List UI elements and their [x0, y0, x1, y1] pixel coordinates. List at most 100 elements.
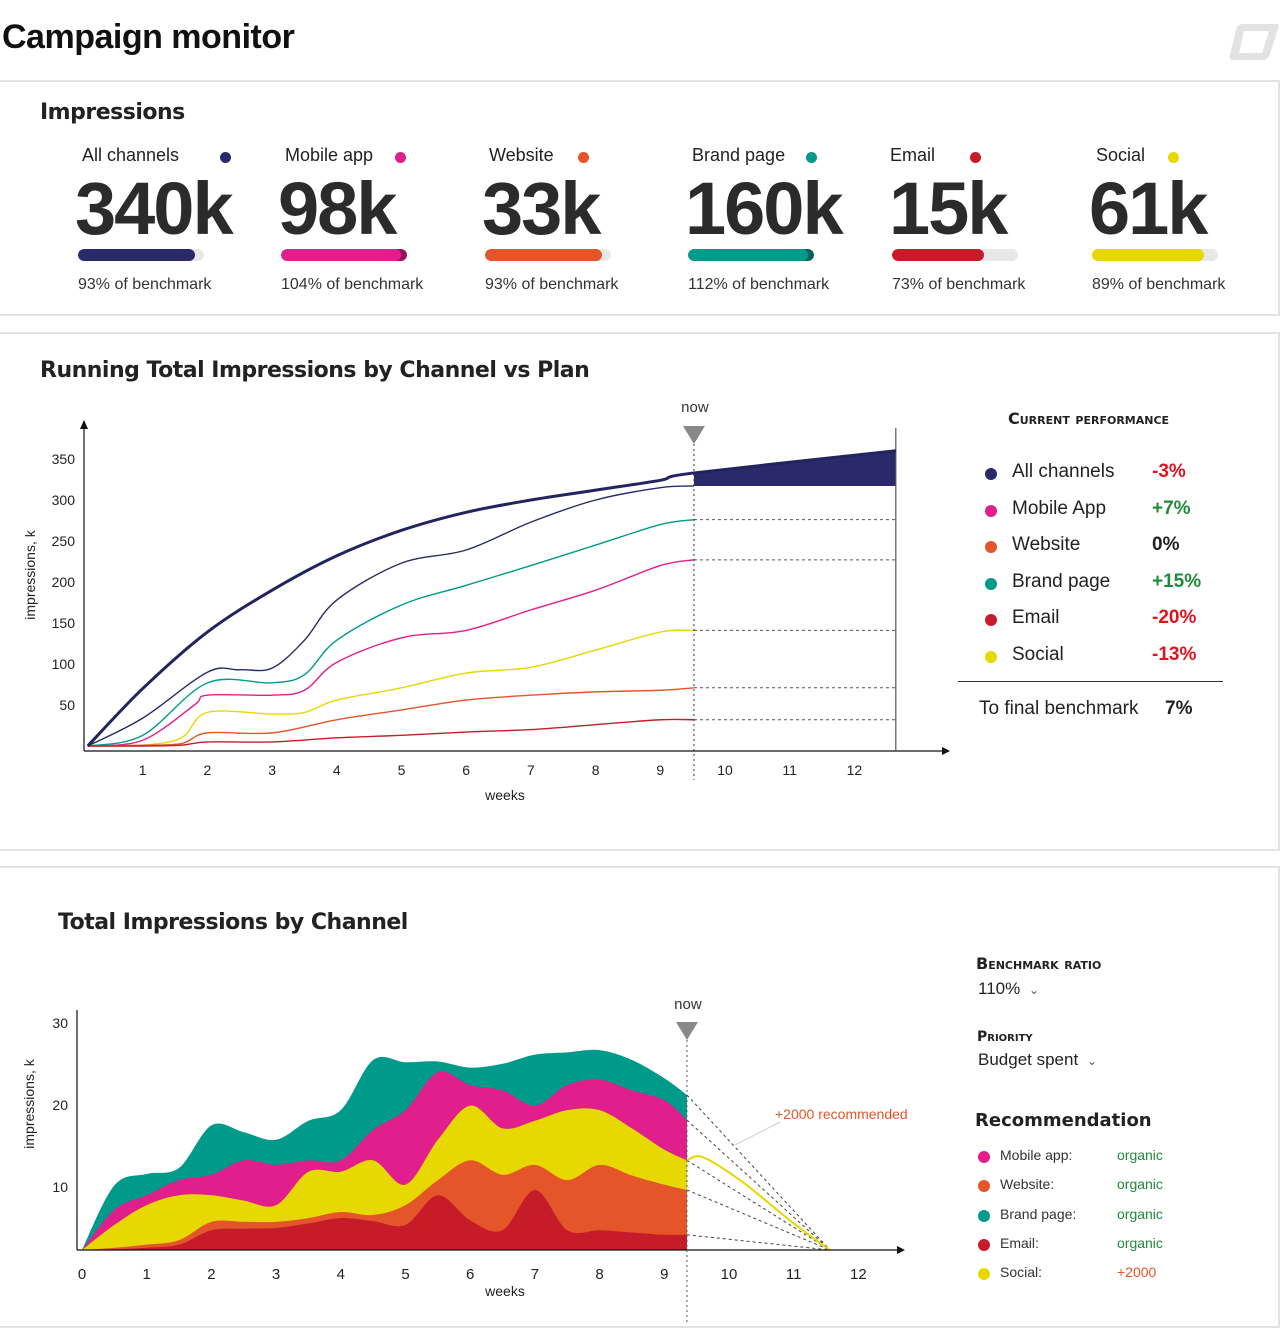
performance-value: +7% [1152, 497, 1191, 519]
performance-value: -3% [1152, 461, 1186, 482]
channel-name: Social: [1000, 1264, 1043, 1281]
series-line-email [87, 718, 694, 747]
performance-value: 0% [1152, 534, 1180, 556]
x-tick-label: 12 [847, 762, 863, 778]
channel-name: Brand page: [1000, 1205, 1077, 1222]
channel-name: Website: [1000, 1176, 1055, 1193]
x-axis-title: weeks [484, 787, 525, 803]
kpi-benchmark-text: 73% of benchmark [892, 276, 1026, 293]
x-tick-label: 11 [786, 1266, 802, 1283]
social-forecast-line [686, 1155, 831, 1251]
x-tick-label: 7 [527, 762, 535, 778]
y-tick-label: 150 [52, 615, 76, 631]
kpi-label: Brand page [692, 145, 786, 165]
priority-dropdown[interactable]: Budget spent ⌄ [978, 1050, 1097, 1070]
y-tick-label: 200 [52, 574, 76, 590]
benchmark-ratio-value: 110% [978, 979, 1021, 998]
forecast-line [686, 1189, 831, 1251]
series-line-all-channels [87, 485, 694, 747]
running-total-title: Running Total Impressions by Channel vs … [40, 358, 590, 383]
channel-name: Email: [1000, 1234, 1039, 1251]
x-tick-label: 9 [656, 762, 664, 778]
x-tick-label: 10 [717, 762, 733, 778]
recommendation-value: organic [1117, 1176, 1163, 1193]
x-tick-label: 11 [782, 762, 797, 778]
kpi-benchmark-bar [485, 249, 611, 261]
now-label: now [681, 399, 709, 416]
kpi-benchmark-text: 93% of benchmark [78, 276, 212, 293]
kpi-label: Mobile app [285, 145, 374, 165]
channel-name: Social [1012, 644, 1064, 665]
performance-value: -13% [1152, 644, 1197, 665]
channel-color-dot [978, 1180, 990, 1193]
x-tick-label: 7 [531, 1266, 539, 1283]
plan-gap-area [693, 450, 896, 487]
kpi-color-dot [1168, 152, 1179, 163]
y-tick-label: 50 [59, 697, 75, 713]
series-line-social [87, 629, 694, 747]
current-performance-title: Current performance [1008, 409, 1170, 428]
x-tick-label: 10 [721, 1266, 738, 1283]
kpi-color-dot [220, 152, 231, 163]
benchmark-ratio-label: Benchmark ratio [976, 954, 1102, 973]
x-axis-title: weeks [484, 1283, 525, 1299]
impressions-title: Impressions [40, 100, 185, 125]
y-axis-title: impressions, k [22, 529, 38, 619]
impressions-panel: Impressions All channels 340k 93% of ben… [0, 80, 1280, 316]
x-tick-label: 1 [143, 1266, 151, 1283]
x-tick-label: 6 [462, 762, 470, 778]
x-axis-arrow [942, 747, 950, 755]
x-tick-label: 6 [466, 1266, 474, 1283]
channel-name: Brand page [1012, 570, 1111, 592]
y-tick-label: 350 [52, 451, 76, 467]
forecast-line [686, 1119, 831, 1251]
kpi-benchmark-bar [281, 249, 407, 261]
channel-color-dot [985, 468, 997, 480]
channel-color-dot [978, 1209, 990, 1222]
performance-value: -20% [1152, 607, 1197, 629]
performance-divider [958, 681, 1223, 682]
y-tick-label: 250 [52, 533, 76, 549]
channel-color-dot [985, 614, 997, 627]
page-title: Campaign monitor [2, 18, 295, 56]
kpi-benchmark-bar [1092, 249, 1218, 261]
kpi-value: 15k [889, 167, 1008, 250]
x-tick-label: 12 [850, 1266, 867, 1283]
channel-name: Mobile app: [1000, 1147, 1073, 1163]
final-benchmark-label: To final benchmark [979, 698, 1139, 719]
x-tick-label: 5 [398, 762, 406, 778]
priority-label: Priority [977, 1029, 1033, 1045]
kpi-value: 33k [482, 167, 601, 250]
x-tick-label: 3 [268, 762, 276, 778]
channel-name: Website [1012, 534, 1081, 556]
total-impressions-title: Total Impressions by Channel [58, 910, 408, 935]
kpi-benchmark-fill [485, 249, 603, 261]
performance-value: +15% [1152, 570, 1202, 592]
now-marker-icon [675, 1022, 698, 1040]
now-marker-icon [682, 426, 705, 444]
kpi-value: 61k [1089, 167, 1208, 250]
kpi-value: 340k [75, 167, 234, 250]
series-line-brand-page [87, 518, 695, 747]
recommendation-value: +2000 [1117, 1264, 1157, 1281]
y-axis-title: impressions, k [21, 1058, 37, 1148]
forecast-line [686, 1094, 831, 1251]
recommendation-value: organic [1117, 1147, 1163, 1163]
x-tick-label: 9 [660, 1266, 668, 1283]
area-email [82, 1189, 687, 1250]
benchmark-ratio-dropdown[interactable]: 110% ⌄ [978, 979, 1039, 999]
kpi-label: Email [890, 145, 936, 165]
channel-color-dot [985, 651, 997, 663]
now-label: now [674, 996, 702, 1013]
x-tick-label: 4 [337, 1266, 345, 1283]
priority-value: Budget spent [978, 1050, 1079, 1069]
kpi-value: 98k [278, 167, 397, 250]
final-benchmark-value: 7% [1165, 698, 1193, 719]
chevron-down-icon: ⌄ [1086, 1054, 1097, 1068]
kpi-benchmark-text: 93% of benchmark [485, 276, 619, 293]
x-axis-arrow [897, 1246, 905, 1254]
x-tick-label: 2 [207, 1266, 215, 1283]
kpi-value: 160k [685, 167, 844, 250]
